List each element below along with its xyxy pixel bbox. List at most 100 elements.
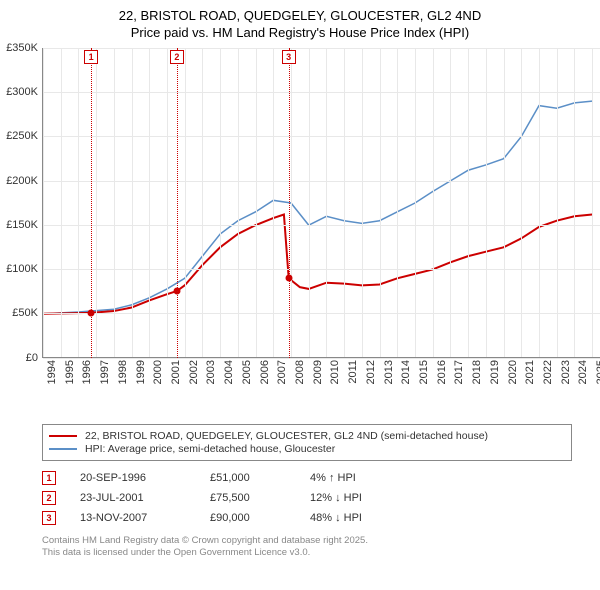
xtick-label: 2007 bbox=[276, 360, 288, 384]
xtick-label: 2000 bbox=[152, 360, 164, 384]
title-line-2: Price paid vs. HM Land Registry's House … bbox=[8, 25, 592, 42]
gridline-h bbox=[43, 358, 600, 359]
gridline-h bbox=[43, 181, 600, 182]
gridline-h bbox=[43, 269, 600, 270]
gridline-v bbox=[114, 48, 115, 357]
footer-line-1: Contains HM Land Registry data © Crown c… bbox=[42, 535, 592, 547]
gridline-v bbox=[486, 48, 487, 357]
sale-marker-box: 1 bbox=[84, 50, 98, 64]
gridline-h bbox=[43, 48, 600, 49]
chart-lines bbox=[43, 48, 600, 358]
xtick-label: 1995 bbox=[64, 360, 76, 384]
sales-delta: 4% ↑ HPI bbox=[310, 472, 430, 484]
gridline-v bbox=[468, 48, 469, 357]
xtick-label: 2005 bbox=[241, 360, 253, 384]
xtick-label: 2020 bbox=[507, 360, 519, 384]
xtick-label: 2004 bbox=[223, 360, 235, 384]
chart-area: 123 £0£50K£100K£150K£200K£250K£300K£350K… bbox=[42, 48, 600, 388]
ytick-label: £200K bbox=[6, 175, 38, 187]
sales-delta: 12% ↓ HPI bbox=[310, 492, 430, 504]
plot-region: 1 2 3 bbox=[42, 48, 600, 358]
xtick-label: 1997 bbox=[99, 360, 111, 384]
sales-date: 23-JUL-2001 bbox=[80, 492, 210, 504]
gridline-v bbox=[539, 48, 540, 357]
xtick-label: 2006 bbox=[259, 360, 271, 384]
sales-marker-box: 2 bbox=[42, 491, 56, 505]
gridline-v bbox=[380, 48, 381, 357]
gridline-v bbox=[61, 48, 62, 357]
gridline-v bbox=[344, 48, 345, 357]
sales-row: 120-SEP-1996£51,0004% ↑ HPI bbox=[42, 471, 592, 485]
gridline-v bbox=[326, 48, 327, 357]
xtick-label: 2012 bbox=[365, 360, 377, 384]
gridline-v bbox=[149, 48, 150, 357]
title-line-1: 22, BRISTOL ROAD, QUEDGELEY, GLOUCESTER,… bbox=[8, 8, 592, 25]
sales-row: 3 13-NOV-2007£90,00048% ↓ HPI bbox=[42, 511, 592, 525]
xtick-label: 2022 bbox=[542, 360, 554, 384]
legend-swatch-price bbox=[49, 435, 77, 437]
sale-dot bbox=[173, 287, 180, 294]
xtick-label: 2009 bbox=[312, 360, 324, 384]
xtick-label: 1999 bbox=[135, 360, 147, 384]
gridline-v bbox=[592, 48, 593, 357]
xtick-label: 2003 bbox=[205, 360, 217, 384]
legend-row-1: 22, BRISTOL ROAD, QUEDGELEY, GLOUCESTER,… bbox=[49, 430, 565, 442]
sale-marker-box: 3 bbox=[282, 50, 296, 64]
sales-date: 13-NOV-2007 bbox=[80, 512, 210, 524]
footer-credits: Contains HM Land Registry data © Crown c… bbox=[42, 535, 592, 560]
xtick-label: 2008 bbox=[294, 360, 306, 384]
gridline-v bbox=[202, 48, 203, 357]
gridline-v bbox=[504, 48, 505, 357]
line-price-paid bbox=[43, 214, 592, 313]
chart-title: 22, BRISTOL ROAD, QUEDGELEY, GLOUCESTER,… bbox=[8, 8, 592, 42]
chart-container: 22, BRISTOL ROAD, QUEDGELEY, GLOUCESTER,… bbox=[0, 0, 600, 590]
legend-swatch-hpi bbox=[49, 448, 77, 450]
gridline-v bbox=[574, 48, 575, 357]
gridline-v bbox=[433, 48, 434, 357]
gridline-v bbox=[291, 48, 292, 357]
gridline-v bbox=[521, 48, 522, 357]
gridline-v bbox=[167, 48, 168, 357]
xtick-label: 2015 bbox=[418, 360, 430, 384]
gridline-v bbox=[273, 48, 274, 357]
sale-dot bbox=[285, 275, 292, 282]
xtick-label: 2025 bbox=[595, 360, 600, 384]
xtick-label: 2024 bbox=[577, 360, 589, 384]
ytick-label: £50K bbox=[12, 307, 38, 319]
ytick-label: £250K bbox=[6, 130, 38, 142]
xtick-label: 2016 bbox=[436, 360, 448, 384]
gridline-h bbox=[43, 225, 600, 226]
gridline-v bbox=[557, 48, 558, 357]
gridline-v bbox=[220, 48, 221, 357]
legend-label-price: 22, BRISTOL ROAD, QUEDGELEY, GLOUCESTER,… bbox=[85, 430, 488, 442]
xtick-label: 2017 bbox=[453, 360, 465, 384]
gridline-v bbox=[185, 48, 186, 357]
xtick-label: 1994 bbox=[46, 360, 58, 384]
legend-row-2: HPI: Average price, semi-detached house,… bbox=[49, 443, 565, 455]
sales-delta: 48% ↓ HPI bbox=[310, 512, 430, 524]
sales-marker-box: 3 bbox=[42, 511, 56, 525]
gridline-v bbox=[78, 48, 79, 357]
gridline-v bbox=[362, 48, 363, 357]
sale-marker-box: 2 bbox=[170, 50, 184, 64]
xtick-label: 2010 bbox=[329, 360, 341, 384]
line-hpi bbox=[43, 101, 592, 314]
ytick-label: £100K bbox=[6, 263, 38, 275]
gridline-v bbox=[43, 48, 44, 357]
gridline-h bbox=[43, 313, 600, 314]
xtick-label: 2023 bbox=[560, 360, 572, 384]
gridline-v bbox=[256, 48, 257, 357]
xtick-label: 2001 bbox=[170, 360, 182, 384]
sales-price: £90,000 bbox=[210, 512, 310, 524]
sales-row: 2 23-JUL-2001£75,50012% ↓ HPI bbox=[42, 491, 592, 505]
gridline-v bbox=[397, 48, 398, 357]
xtick-label: 2019 bbox=[489, 360, 501, 384]
gridline-h bbox=[43, 136, 600, 137]
legend: 22, BRISTOL ROAD, QUEDGELEY, GLOUCESTER,… bbox=[42, 424, 572, 461]
gridline-v bbox=[132, 48, 133, 357]
legend-label-hpi: HPI: Average price, semi-detached house,… bbox=[85, 443, 335, 455]
sales-table: 120-SEP-1996£51,0004% ↑ HPI 2 23-JUL-2001£… bbox=[42, 471, 592, 525]
sale-marker-line bbox=[289, 48, 290, 358]
sales-price: £75,500 bbox=[210, 492, 310, 504]
xtick-label: 2011 bbox=[347, 360, 359, 384]
